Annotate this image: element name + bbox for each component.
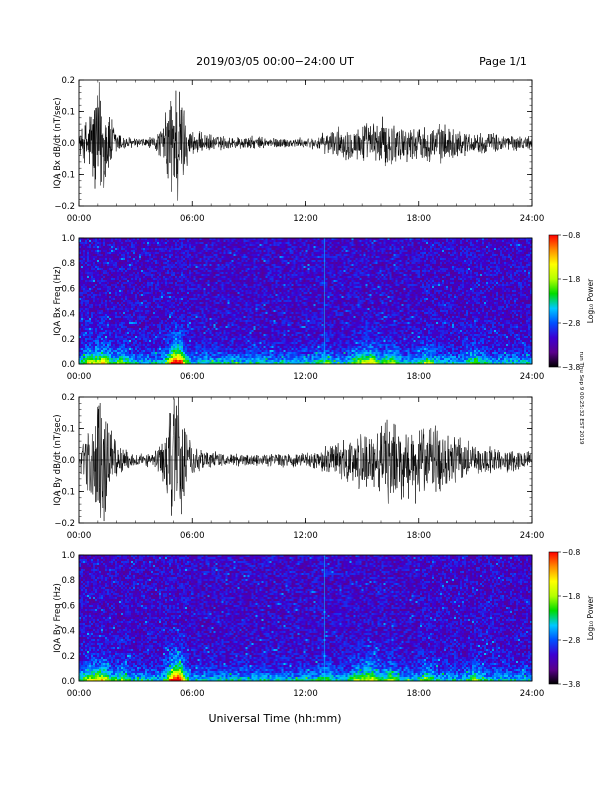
x-tick-label: 24:00 [520, 689, 545, 699]
y-tick-label: 0.8 [61, 259, 75, 269]
spectrogram-image [79, 555, 532, 681]
run-timestamp-note: run Thu Sep 9 00:25:32 EST 2019 [578, 352, 584, 445]
y-tick-label: −0.2 [54, 519, 75, 529]
y-tick-label: −0.2 [54, 202, 75, 212]
x-axis-title: Universal Time (hh:mm) [209, 712, 342, 725]
x-tick-label: 06:00 [180, 372, 205, 382]
x-tick-label: 00:00 [67, 372, 92, 382]
colorbar-label: Log₁₀ Power [586, 595, 595, 640]
colorbar-tick-label: −0.8 [562, 548, 580, 557]
x-tick-label: 06:00 [180, 531, 205, 541]
plot-frame [78, 237, 533, 365]
x-tick-label: 24:00 [520, 214, 545, 224]
x-tick-label: 00:00 [67, 531, 92, 541]
panel-by_freq: IQA By Freq (Hz) 1.0 0.8 0.6 0.4 0.2 0.0 00:00 0… [53, 548, 595, 699]
y-axis-label: IQA By dB/dt (nT/sec) [53, 414, 63, 505]
page-number: Page 1/1 [479, 55, 527, 68]
y-axis-label: IQA Bx Freq (Hz) [53, 266, 63, 336]
y-tick-label: 0.2 [61, 393, 75, 403]
x-tick-label: 12:00 [293, 372, 318, 382]
y-tick-label: −0.1 [54, 171, 75, 181]
colorbar [548, 551, 559, 685]
x-tick-label: 00:00 [67, 214, 92, 224]
y-tick-label: 0.1 [61, 425, 75, 435]
y-tick-label: 0.6 [61, 284, 75, 294]
waveform-trace [79, 82, 532, 201]
panel-by_dbdt: IQA By dB/dt (nT/sec) 0.2 0.1 0.0 −0.1 −0.2 00… [53, 393, 544, 541]
x-tick-label: 12:00 [293, 689, 318, 699]
colorbar-label: Log₁₀ Power [586, 278, 595, 323]
y-tick-label: −0.1 [54, 488, 75, 498]
x-tick-label: 18:00 [407, 372, 432, 382]
x-tick-label: 24:00 [520, 531, 545, 541]
spectrogram-image [79, 238, 532, 364]
y-tick-label: 0.6 [61, 601, 75, 611]
y-tick-label: 0.0 [61, 456, 75, 466]
y-tick-label: 0.4 [61, 310, 75, 320]
y-tick-label: 1.0 [61, 551, 75, 561]
y-tick-label: 0.2 [61, 76, 75, 86]
plot-frame [78, 554, 533, 682]
plot-frame [78, 79, 533, 207]
x-tick-label: 18:00 [407, 689, 432, 699]
colorbar-tick-label: −2.8 [562, 319, 580, 328]
plot-frame [78, 396, 533, 524]
colorbar-tick-label: −3.8 [562, 680, 580, 689]
y-axis-label: IQA By Freq (Hz) [53, 583, 63, 653]
y-axis-label: IQA Bx dB/dt (nT/sec) [53, 97, 63, 188]
x-tick-label: 12:00 [293, 214, 318, 224]
waveform-trace [79, 397, 532, 522]
x-tick-label: 24:00 [520, 372, 545, 382]
colorbar [548, 234, 559, 368]
y-tick-label: 0.1 [61, 108, 75, 118]
y-tick-label: 0.8 [61, 576, 75, 586]
x-tick-label: 12:00 [293, 531, 318, 541]
x-tick-label: 18:00 [407, 214, 432, 224]
colorbar-tick-label: −3.8 [562, 363, 580, 372]
x-tick-label: 00:00 [67, 689, 92, 699]
y-tick-label: 0.2 [61, 335, 75, 345]
y-tick-label: 0.0 [61, 139, 75, 149]
colorbar-tick-label: −2.8 [562, 636, 580, 645]
panel-bx_freq: IQA Bx Freq (Hz) 1.0 0.8 0.6 0.4 0.2 0.0 00:00 0… [53, 231, 595, 382]
y-tick-label: 1.0 [61, 234, 75, 244]
y-tick-label: 0.0 [61, 677, 75, 687]
colorbar-tick-label: −0.8 [562, 231, 580, 240]
x-tick-label: 06:00 [180, 214, 205, 224]
page-title: 2019/03/05 00:00−24:00 UT [196, 55, 354, 68]
x-tick-label: 06:00 [180, 689, 205, 699]
colorbar-tick-label: −1.8 [562, 275, 580, 284]
y-tick-label: 0.2 [61, 652, 75, 662]
y-tick-label: 0.4 [61, 627, 75, 637]
colorbar-tick-label: −1.8 [562, 592, 580, 601]
panel-bx_dbdt: IQA Bx dB/dt (nT/sec) 0.2 0.1 0.0 −0.1 −0.2 00… [53, 76, 544, 224]
panels-group: IQA Bx dB/dt (nT/sec) 0.2 0.1 0.0 −0.1 −0.2 00… [53, 76, 595, 699]
y-tick-label: 0.0 [61, 360, 75, 370]
x-tick-label: 18:00 [407, 531, 432, 541]
